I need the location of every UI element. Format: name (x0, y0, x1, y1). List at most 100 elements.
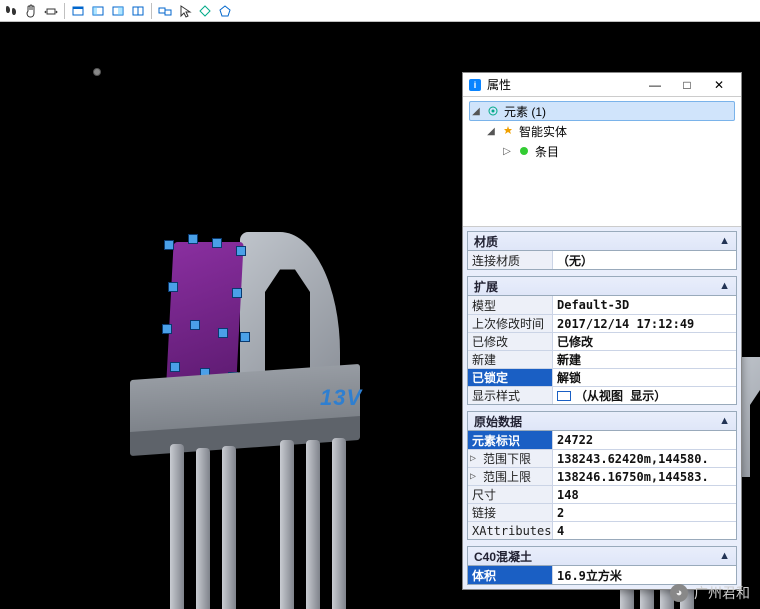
smart-entity-icon (501, 124, 515, 138)
tree-root[interactable]: ◢ 元素 (1) (469, 101, 735, 121)
watermark-text: 广州君和 (694, 583, 750, 603)
collapse-icon[interactable]: ▲ (719, 280, 730, 292)
window-d-icon[interactable] (129, 2, 147, 20)
property-section: 材质 ▲ 连接材质（无） (467, 231, 737, 270)
section-header[interactable]: 扩展 ▲ (467, 276, 737, 296)
property-value: 新建 (553, 351, 736, 368)
section-header[interactable]: 原始数据 ▲ (467, 411, 737, 431)
pentagon-icon[interactable] (216, 2, 234, 20)
toolbar-separator (151, 3, 152, 19)
tree-item[interactable]: ◢ 智能实体 (469, 121, 735, 141)
tree-item[interactable]: ▷ 条目 (469, 141, 735, 161)
property-value: 138243.62420m,144580. (553, 450, 736, 467)
section-title: C40混凝土 (474, 548, 532, 565)
item-icon (517, 144, 531, 158)
property-grid: 元素标识24722▷范围下限138243.62420m,144580.▷范围上限… (467, 431, 737, 540)
expand-icon[interactable]: ▷ (501, 146, 513, 157)
panel-icon: i (469, 79, 481, 91)
property-row[interactable]: ▷范围下限138243.62420m,144580. (468, 449, 736, 467)
property-row[interactable]: 元素标识24722 (468, 431, 736, 449)
property-value: （从视图 显示） (553, 387, 736, 404)
property-key: 模型 (468, 296, 553, 314)
property-key: ▷范围上限 (468, 468, 553, 485)
tree-label: 元素 (1) (504, 103, 546, 120)
element-icon (486, 104, 500, 118)
collapse-icon[interactable]: ▲ (719, 415, 730, 427)
hand-icon[interactable] (22, 2, 40, 20)
section-title: 原始数据 (474, 413, 522, 430)
property-grid: 连接材质（无） (467, 251, 737, 270)
property-value: 2017/12/14 17:12:49 (553, 315, 736, 332)
panel-titlebar[interactable]: i 属性 — □ ✕ (463, 73, 741, 97)
expand-icon[interactable]: ▷ (470, 471, 480, 482)
minimize-button[interactable]: — (639, 74, 671, 96)
panel-title-text: 属性 (487, 76, 639, 93)
tree-label: 条目 (535, 143, 559, 160)
property-row[interactable]: 体积16.9立方米 (468, 566, 736, 584)
pan-icon[interactable] (42, 2, 60, 20)
link-window-icon[interactable] (156, 2, 174, 20)
property-value: 16.9立方米 (553, 566, 736, 584)
property-row[interactable]: 新建新建 (468, 350, 736, 368)
property-row[interactable]: 已修改已修改 (468, 332, 736, 350)
footprint-icon[interactable] (2, 2, 20, 20)
property-row[interactable]: 尺寸148 (468, 485, 736, 503)
property-value: 24722 (553, 431, 736, 449)
close-button[interactable]: ✕ (703, 74, 735, 96)
property-row[interactable]: 模型Default-3D (468, 296, 736, 314)
selected-element[interactable] (166, 242, 243, 382)
property-value: 2 (553, 504, 736, 521)
collapse-icon[interactable]: ◢ (470, 106, 482, 117)
property-row[interactable]: 显示样式（从视图 显示） (468, 386, 736, 404)
property-section: 扩展 ▲ 模型Default-3D上次修改时间2017/12/14 17:12:49… (467, 276, 737, 405)
property-sections: 材质 ▲ 连接材质（无） 扩展 ▲ 模型Default-3D上次修改时间2017/12/1… (463, 227, 741, 589)
diamond-icon[interactable] (196, 2, 214, 20)
section-title: 材质 (474, 233, 498, 250)
property-value: 138246.16750m,144583. (553, 468, 736, 485)
property-grid: 模型Default-3D上次修改时间2017/12/14 17:12:49已修改… (467, 296, 737, 405)
property-key: 上次修改时间 (468, 315, 553, 332)
property-key: 连接材质 (468, 251, 553, 269)
collapse-icon[interactable]: ◢ (485, 126, 497, 137)
3d-viewport[interactable]: 13V i 属性 — □ ✕ ◢ 元素 (1) ◢ (0, 22, 760, 609)
watermark: ◕ 广州君和 (670, 583, 750, 603)
property-key: 链接 (468, 504, 553, 521)
property-section: C40混凝土 ▲ 体积16.9立方米 (467, 546, 737, 585)
property-key: 已修改 (468, 333, 553, 350)
property-value: 已修改 (553, 333, 736, 350)
property-row[interactable]: ▷范围上限138246.16750m,144583. (468, 467, 736, 485)
toolbar-separator (64, 3, 65, 19)
main-toolbar (0, 0, 760, 22)
section-header[interactable]: C40混凝土 ▲ (467, 546, 737, 566)
property-key: XAttributes (468, 522, 553, 539)
maximize-button[interactable]: □ (671, 74, 703, 96)
wechat-icon: ◕ (670, 584, 688, 602)
window-c-icon[interactable] (109, 2, 127, 20)
window-a-icon[interactable] (69, 2, 87, 20)
collapse-icon[interactable]: ▲ (719, 550, 730, 562)
element-tree: ◢ 元素 (1) ◢ 智能实体 ▷ 条目 (463, 97, 741, 227)
expand-icon[interactable]: ▷ (470, 453, 480, 464)
property-section: 原始数据 ▲ 元素标识24722▷范围下限138243.62420m,144580.… (467, 411, 737, 540)
property-value: 解锁 (553, 369, 736, 386)
tree-label: 智能实体 (519, 123, 567, 140)
collapse-icon[interactable]: ▲ (719, 235, 730, 247)
property-key: 已锁定 (468, 369, 553, 386)
view-origin-icon (93, 68, 101, 76)
property-row[interactable]: XAttributes4 (468, 521, 736, 539)
property-value: Default-3D (553, 296, 736, 314)
property-row[interactable]: 上次修改时间2017/12/14 17:12:49 (468, 314, 736, 332)
property-row[interactable]: 连接材质（无） (468, 251, 736, 269)
window-b-icon[interactable] (89, 2, 107, 20)
properties-panel: i 属性 — □ ✕ ◢ 元素 (1) ◢ 智能实体 ▷ 条目 材质▲连接材 (462, 72, 742, 590)
property-key: 尺寸 (468, 486, 553, 503)
property-row[interactable]: 已锁定解锁 (468, 368, 736, 386)
property-key: 体积 (468, 566, 553, 584)
cursor-icon[interactable] (176, 2, 194, 20)
property-key: ▷范围下限 (468, 450, 553, 467)
property-value: 4 (553, 522, 736, 539)
section-title: 扩展 (474, 278, 498, 295)
property-row[interactable]: 链接2 (468, 503, 736, 521)
section-header[interactable]: 材质 ▲ (467, 231, 737, 251)
model-logo: 13V (320, 385, 362, 411)
